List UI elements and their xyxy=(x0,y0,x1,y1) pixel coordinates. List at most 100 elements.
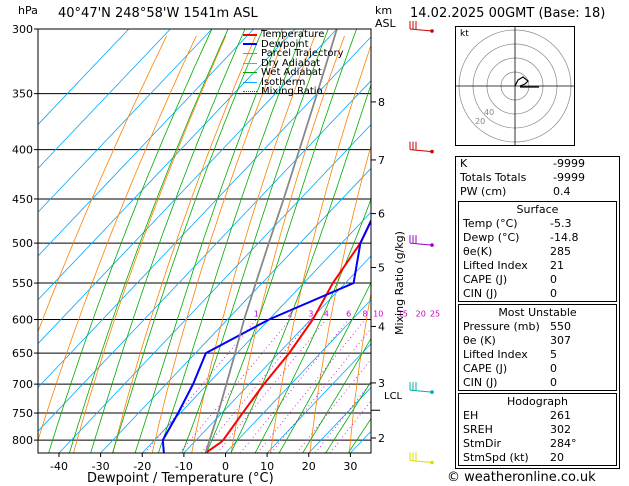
km-tick-label: 7 xyxy=(378,154,385,167)
table-row: CAPE (J) 0 xyxy=(459,362,616,376)
isotherm-line xyxy=(183,255,371,453)
asl-unit-label: ASL xyxy=(375,17,396,30)
mixing-ratio-line xyxy=(270,327,371,453)
temp-tick-label: 30 xyxy=(343,460,357,473)
row-label: Temp (°C) xyxy=(463,217,518,230)
km-tick-label: 2 xyxy=(378,432,385,445)
km-tick-label: 8 xyxy=(378,96,385,109)
wet-adiabat-line xyxy=(206,29,357,453)
dewpoint-curve xyxy=(161,218,371,453)
row-label: CIN (J) xyxy=(463,287,498,300)
isotherm-line xyxy=(38,29,130,126)
wet-adiabat-line xyxy=(302,337,371,453)
mixing-ratio-line xyxy=(179,319,291,453)
pressure-tick-label: 750 xyxy=(12,407,33,420)
row-value: 0 xyxy=(550,362,557,375)
mixing-ratio-line xyxy=(257,319,366,453)
wet-adiabat-line xyxy=(134,29,283,453)
mixing-ratio-axis-label: Mixing Ratio (g/kg) xyxy=(393,231,406,335)
dry-adiabat-line xyxy=(38,35,197,442)
legend-item: Mixing Ratio xyxy=(243,87,344,97)
temp-tick-label: 0 xyxy=(222,460,229,473)
mixing-ratio-tick-label: 1 xyxy=(254,310,259,319)
legend-label: Dewpoint xyxy=(261,38,309,50)
legend-label: Dry Adiabat xyxy=(261,57,321,69)
isotherm-line xyxy=(38,36,371,389)
temp-tick-label: 20 xyxy=(302,460,316,473)
dry-adiabat-line xyxy=(230,35,345,453)
row-label: Totals Totals xyxy=(460,171,527,184)
isotherm-line xyxy=(38,29,296,301)
mixing-ratio-tick-label: 2 xyxy=(287,310,292,319)
pressure-tick-label: 550 xyxy=(12,277,33,290)
row-label: SREH xyxy=(463,423,493,436)
legend-swatch xyxy=(243,91,257,93)
wind-barb xyxy=(409,460,433,464)
pressure-tick-label: 450 xyxy=(12,193,33,206)
wet-adiabat-line xyxy=(181,29,329,453)
isotherm-line xyxy=(38,29,254,257)
dry-adiabat-line xyxy=(151,35,286,453)
mixing-ratio-tick-label: 15 xyxy=(398,310,408,319)
legend-item: Temperature xyxy=(243,30,344,40)
mixing-ratio-tick-label: 20 xyxy=(416,310,426,319)
pressure-tick-label: 800 xyxy=(12,434,33,447)
lcl-label: LCL xyxy=(384,391,403,402)
legend-item: Isotherm xyxy=(243,77,344,88)
temp-tick-label: -30 xyxy=(92,460,110,473)
wet-adiabat-line xyxy=(90,29,246,453)
hodograph-ring-label: 20 xyxy=(475,117,485,126)
hodograph-title: Hodograph xyxy=(507,395,568,408)
pressure-tick-label: 350 xyxy=(12,88,33,101)
surface-section: Surface Temp (°C) -5.3 Dewp (°C) -14.8 θe(K)… xyxy=(458,201,617,302)
legend-item: Dry Adiabat xyxy=(243,57,344,69)
km-tick-label: 5 xyxy=(378,262,385,275)
pressure-tick-label: 700 xyxy=(12,378,33,391)
mixing-ratio-tick-label: 25 xyxy=(430,310,440,319)
mixing-ratio-tick-label: 3 xyxy=(308,310,313,319)
row-value: -14.8 xyxy=(550,231,579,244)
dry-adiabat-line xyxy=(270,44,371,453)
table-row: θe (K) 307 xyxy=(459,334,616,348)
row-value: 261 xyxy=(550,409,571,422)
wind-barb-dot xyxy=(430,149,434,154)
temp-tick-label: 10 xyxy=(260,460,274,473)
wet-adiabat-line xyxy=(112,29,264,453)
dry-adiabat-line xyxy=(112,35,256,453)
wet-adiabat-line xyxy=(48,29,213,453)
km-tick-label: 3 xyxy=(378,377,385,390)
isotherm-line xyxy=(58,123,371,453)
legend-item: Parcel Trajectory xyxy=(243,49,344,59)
mixing-ratio-line xyxy=(216,319,327,453)
row-value: 5 xyxy=(550,348,557,361)
dry-adiabat-line xyxy=(73,35,227,453)
row-value: -5.3 xyxy=(550,217,572,230)
location-title: 40°47'N 248°58'W 1541m ASL xyxy=(58,6,258,21)
legend-swatch xyxy=(243,81,257,83)
row-value: 302 xyxy=(550,423,571,436)
hodograph-ring-label: 40 xyxy=(484,108,494,117)
datetime-title: 14.02.2025 00GMT (Base: 18) xyxy=(410,6,606,21)
table-row: SREH 302 xyxy=(459,423,616,437)
legend-swatch xyxy=(243,33,257,36)
isotherm-line xyxy=(38,80,371,432)
pressure-unit-label: hPa xyxy=(18,4,38,17)
mixing-ratio-line xyxy=(329,400,371,453)
unstable-section: Most Unstable Pressure (mb) 550 θe (K) 307 L… xyxy=(458,304,617,391)
km-tick-label: 4 xyxy=(378,320,385,333)
row-label: Pressure (mb) xyxy=(463,320,540,333)
wind-barb-dot xyxy=(430,460,434,465)
row-label: CAPE (J) xyxy=(463,362,508,375)
pressure-tick-label: 300 xyxy=(12,23,33,36)
table-row: Temp (°C) -5.3 xyxy=(459,217,616,231)
temp-tick-label: -40 xyxy=(50,460,68,473)
table-row: StmDir 284° xyxy=(459,437,616,451)
wet-adiabat-line xyxy=(325,380,371,453)
wind-barb xyxy=(409,389,433,393)
wind-barb xyxy=(409,28,433,32)
table-row: CIN (J) 0 xyxy=(459,287,616,301)
row-label: StmDir xyxy=(463,437,502,450)
table-row: PW (cm) 0.4 xyxy=(456,185,619,199)
mixing-ratio-line xyxy=(314,381,371,453)
